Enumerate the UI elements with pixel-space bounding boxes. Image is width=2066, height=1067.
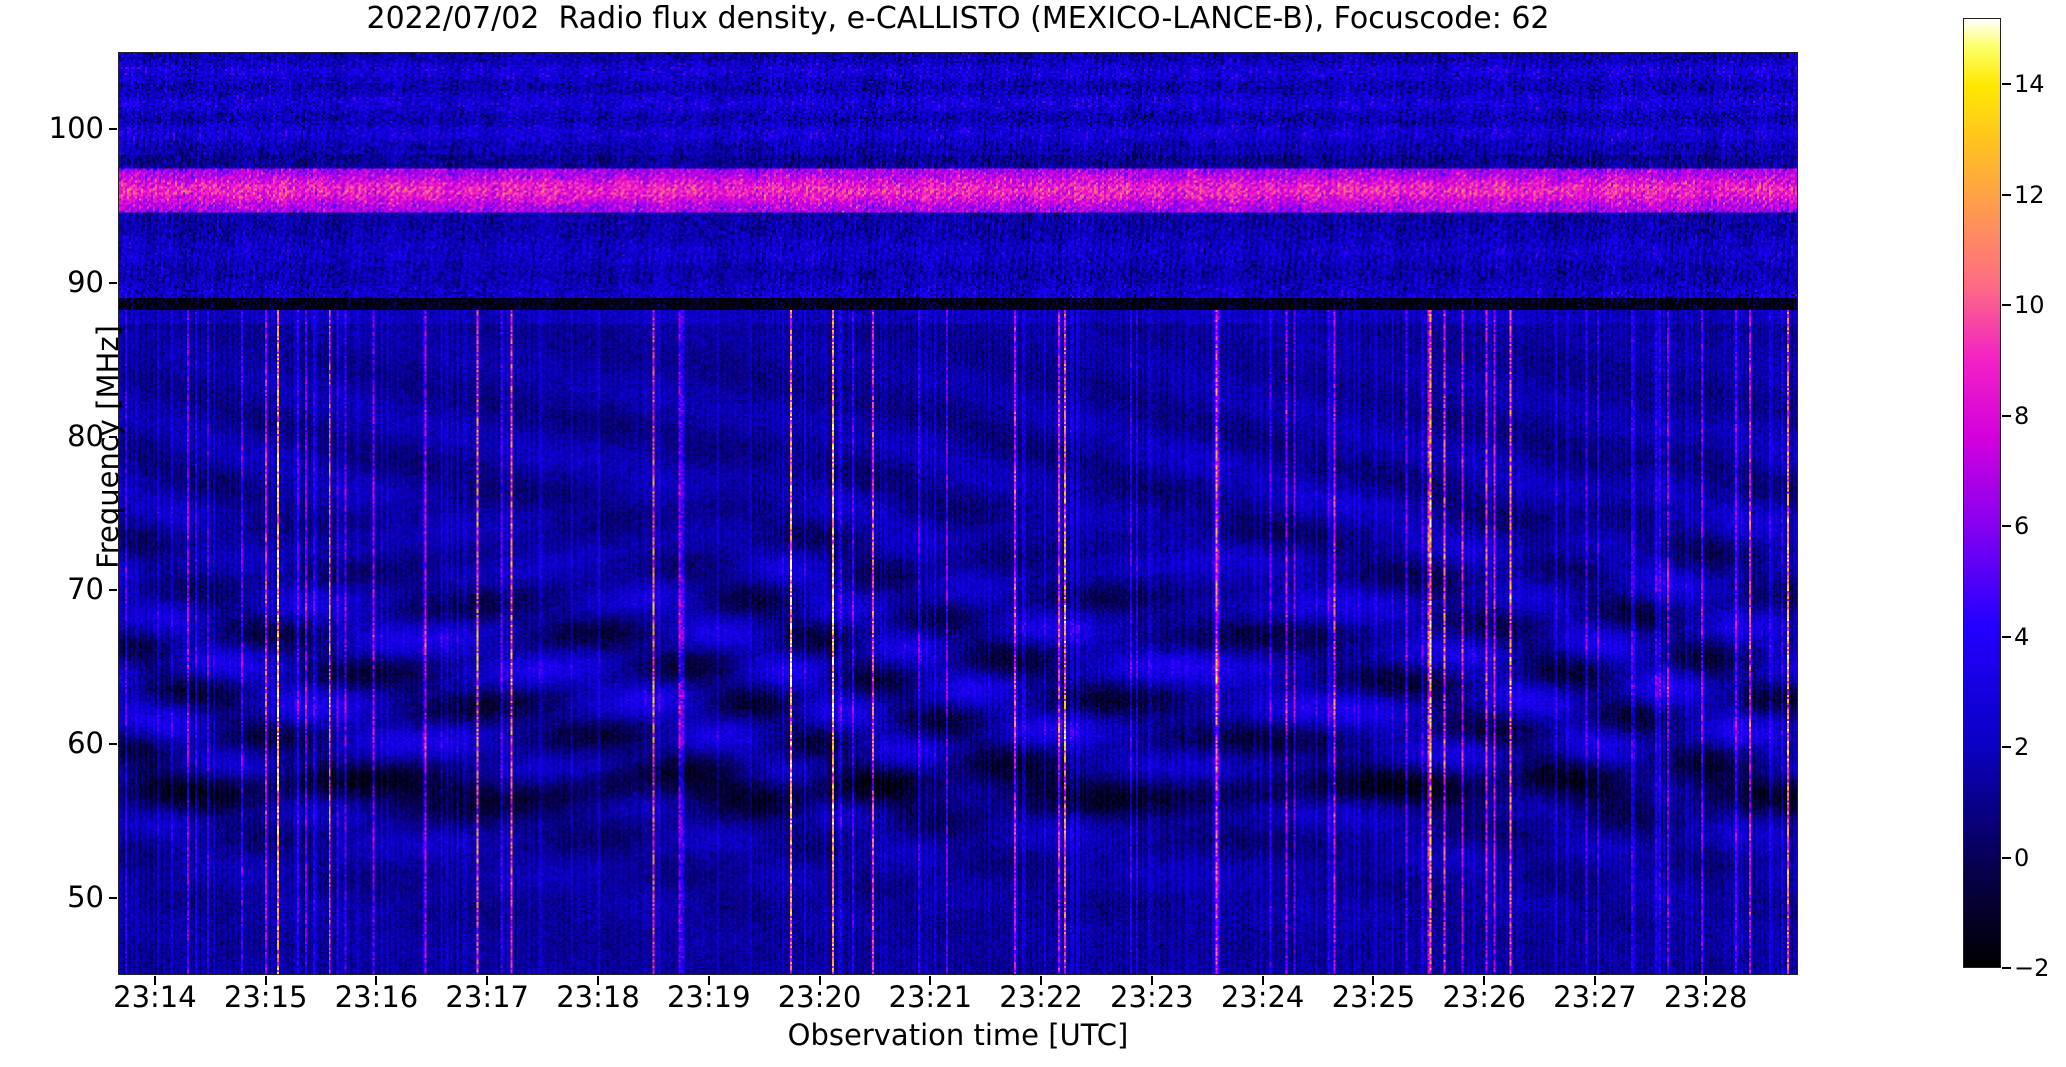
x-tick-label: 23:26	[1442, 980, 1526, 1014]
x-tick-mark	[1150, 976, 1153, 985]
y-tick-label: 80	[67, 418, 104, 453]
x-tick-mark	[929, 976, 932, 985]
x-tick-label: 23:22	[999, 980, 1083, 1014]
colorbar-tick-label: 4	[2014, 622, 2030, 651]
page-title: 2022/07/02 Radio flux density, e-CALLIST…	[366, 1, 1550, 36]
x-tick-label: 23:16	[334, 980, 419, 1014]
x-tick-mark	[486, 976, 489, 985]
x-tick-label: 23:17	[445, 980, 529, 1014]
spectrogram-axes[interactable]	[118, 52, 1798, 975]
colorbar-tick-mark	[2002, 967, 2011, 969]
y-tick-mark	[109, 589, 117, 592]
x-tick-mark	[1483, 976, 1486, 985]
x-tick-mark	[1261, 976, 1264, 985]
x-tick-mark	[375, 976, 378, 985]
colorbar-gradient	[1964, 19, 2000, 967]
x-tick-mark	[597, 976, 599, 985]
y-tick-mark	[109, 435, 117, 438]
x-tick-label: 23:24	[1220, 980, 1305, 1014]
colorbar[interactable]	[1963, 18, 2001, 968]
colorbar-tick-mark	[2002, 193, 2011, 196]
colorbar-tick-mark	[2002, 414, 2011, 417]
y-tick-mark	[109, 281, 117, 284]
colorbar-tick-mark	[2002, 856, 2011, 859]
x-tick-label: 23:20	[777, 980, 862, 1014]
x-tick-mark	[1372, 976, 1375, 985]
colorbar-tick-label: 0	[2014, 843, 2030, 872]
y-tick-mark	[109, 127, 117, 130]
colorbar-tick-label: 2	[2014, 733, 2030, 762]
colorbar-tick-mark	[2002, 525, 2011, 528]
x-tick-mark	[264, 976, 267, 985]
colorbar-tick-label: 6	[2014, 512, 2030, 541]
x-tick-label: 23:19	[666, 980, 751, 1014]
x-tick-label: 23:15	[223, 980, 308, 1014]
x-tick-label: 23:21	[888, 980, 973, 1014]
x-tick-mark	[1704, 976, 1707, 985]
spectrogram-canvas	[119, 53, 1797, 974]
colorbar-tick-label: 12	[2014, 180, 2045, 209]
colorbar-tick-mark	[2002, 304, 2011, 307]
y-tick-label: 70	[67, 572, 104, 607]
x-tick-mark	[1040, 976, 1043, 985]
x-tick-label: 23:28	[1663, 980, 1748, 1014]
y-tick-label: 90	[67, 264, 104, 299]
y-tick-mark	[109, 897, 117, 900]
colorbar-tick-mark	[2002, 83, 2011, 86]
colorbar-tick-label: −2	[2014, 954, 2050, 982]
x-axis-title: Observation time [UTC]	[787, 1018, 1129, 1052]
y-tick-label: 60	[67, 726, 104, 761]
x-tick-label: 23:23	[1110, 980, 1194, 1014]
x-tick-mark	[1593, 976, 1596, 985]
x-tick-label: 23:27	[1553, 980, 1637, 1014]
x-tick-label: 23:14	[113, 980, 197, 1014]
x-tick-mark	[153, 976, 156, 985]
y-tick-label: 100	[48, 110, 104, 145]
y-tick-mark	[109, 743, 117, 746]
colorbar-tick-mark	[2002, 635, 2011, 638]
x-tick-label: 23:25	[1331, 980, 1416, 1014]
x-tick-mark	[707, 976, 710, 985]
colorbar-tick-mark	[2002, 746, 2011, 749]
colorbar-tick-label: 10	[2014, 291, 2045, 320]
x-tick-mark	[818, 976, 821, 985]
colorbar-tick-label: 8	[2014, 401, 2030, 430]
spectrogram-image	[119, 53, 1797, 974]
y-tick-label: 50	[67, 880, 104, 915]
colorbar-tick-label: 14	[2014, 70, 2045, 99]
x-tick-label: 23:18	[556, 980, 640, 1014]
